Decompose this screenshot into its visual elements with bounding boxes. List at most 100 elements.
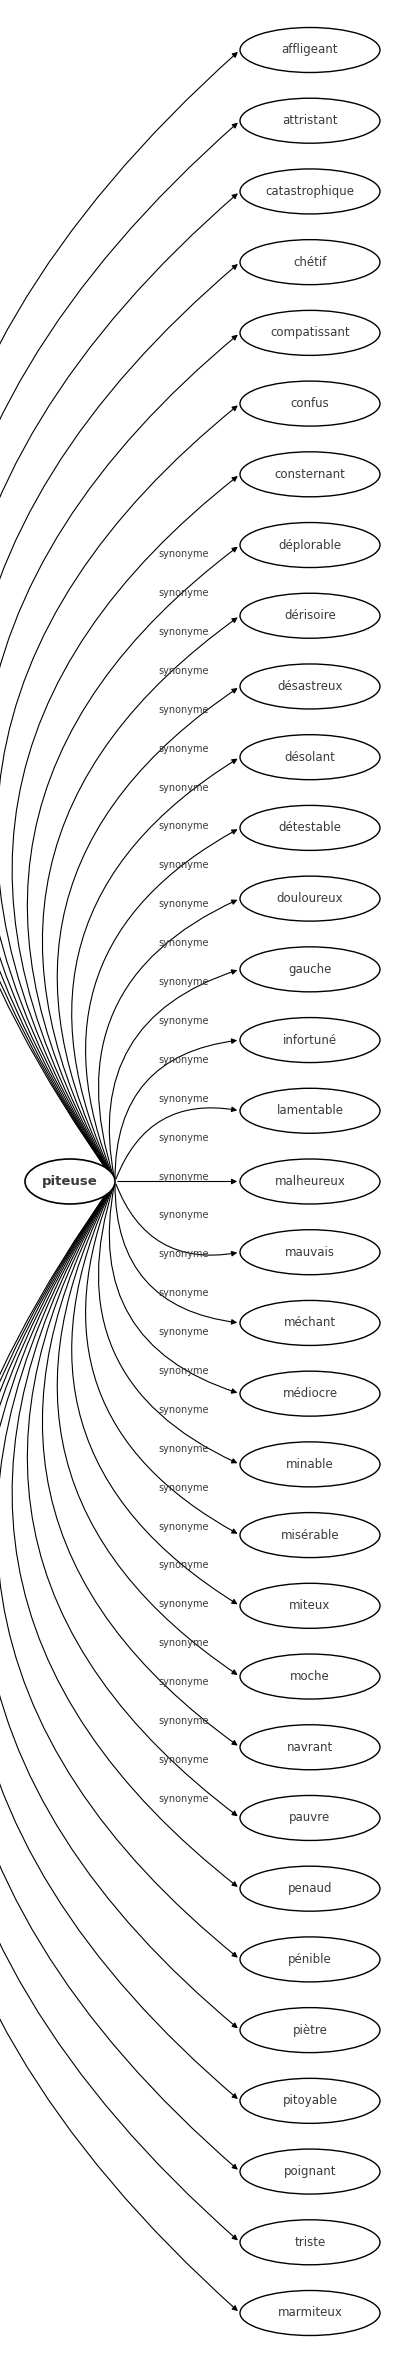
Ellipse shape <box>240 28 380 73</box>
Text: synonyme: synonyme <box>158 1560 209 1571</box>
Text: catastrophique: catastrophique <box>266 184 354 198</box>
FancyArrowPatch shape <box>85 1184 236 1534</box>
Ellipse shape <box>240 1089 380 1134</box>
Text: synonyme: synonyme <box>158 548 209 560</box>
FancyArrowPatch shape <box>0 52 237 1179</box>
FancyArrowPatch shape <box>98 900 236 1179</box>
Text: synonyme: synonyme <box>158 1600 209 1609</box>
Ellipse shape <box>240 1725 380 1770</box>
Ellipse shape <box>25 1158 115 1205</box>
Ellipse shape <box>240 664 380 709</box>
Text: synonyme: synonyme <box>158 900 209 910</box>
Ellipse shape <box>240 1300 380 1345</box>
Text: détestable: détestable <box>279 822 342 834</box>
FancyArrowPatch shape <box>109 969 236 1179</box>
Ellipse shape <box>240 451 380 496</box>
FancyArrowPatch shape <box>0 123 237 1179</box>
Ellipse shape <box>240 1158 380 1205</box>
FancyArrowPatch shape <box>116 1184 236 1255</box>
FancyArrowPatch shape <box>0 1184 237 2169</box>
FancyArrowPatch shape <box>0 265 237 1179</box>
Ellipse shape <box>240 2290 380 2335</box>
Text: synonyme: synonyme <box>158 1172 209 1182</box>
Ellipse shape <box>240 2219 380 2264</box>
Text: désastreux: désastreux <box>277 681 343 692</box>
FancyArrowPatch shape <box>115 1040 236 1179</box>
Text: synonyme: synonyme <box>158 938 209 948</box>
FancyArrowPatch shape <box>116 1108 236 1179</box>
Ellipse shape <box>240 1371 380 1415</box>
FancyArrowPatch shape <box>0 1184 237 2098</box>
Text: synonyme: synonyme <box>158 1406 209 1415</box>
FancyArrowPatch shape <box>57 688 237 1179</box>
Text: méchant: méchant <box>284 1316 336 1330</box>
Ellipse shape <box>240 2079 380 2124</box>
Ellipse shape <box>240 593 380 638</box>
Text: synonyme: synonyme <box>158 1016 209 1026</box>
Text: synonyme: synonyme <box>158 1366 209 1375</box>
Text: triste: triste <box>294 2235 326 2250</box>
Text: synonyme: synonyme <box>158 1794 209 1803</box>
Text: affligeant: affligeant <box>282 43 338 57</box>
Text: synonyme: synonyme <box>158 1756 209 1765</box>
Text: confus: confus <box>291 397 329 411</box>
FancyArrowPatch shape <box>0 1184 237 2311</box>
Text: synonyme: synonyme <box>158 860 209 870</box>
Text: pitoyable: pitoyable <box>282 2094 338 2108</box>
Text: pénible: pénible <box>288 1952 332 1966</box>
Text: douloureux: douloureux <box>277 893 343 905</box>
Ellipse shape <box>240 239 380 284</box>
Text: synonyme: synonyme <box>158 1210 209 1219</box>
Text: synonyme: synonyme <box>158 1678 209 1687</box>
Text: synonyme: synonyme <box>158 1288 209 1297</box>
FancyArrowPatch shape <box>72 759 236 1179</box>
FancyArrowPatch shape <box>115 1184 236 1323</box>
FancyArrowPatch shape <box>118 1179 236 1184</box>
Text: attristant: attristant <box>282 113 338 128</box>
Text: dérisoire: dérisoire <box>284 610 336 621</box>
FancyArrowPatch shape <box>28 1184 237 1815</box>
FancyArrowPatch shape <box>0 336 237 1179</box>
Ellipse shape <box>240 310 380 354</box>
Text: malheureux: malheureux <box>274 1174 345 1189</box>
Text: synonyme: synonyme <box>158 704 209 714</box>
Text: synonyme: synonyme <box>158 1638 209 1649</box>
Ellipse shape <box>240 877 380 922</box>
FancyArrowPatch shape <box>28 548 237 1179</box>
Ellipse shape <box>240 2148 380 2195</box>
Ellipse shape <box>240 1938 380 1983</box>
Ellipse shape <box>240 2009 380 2053</box>
FancyArrowPatch shape <box>0 194 237 1179</box>
Text: désolant: désolant <box>284 751 335 763</box>
Ellipse shape <box>240 1018 380 1063</box>
Ellipse shape <box>240 1441 380 1486</box>
Text: gauche: gauche <box>288 962 332 976</box>
Ellipse shape <box>240 168 380 215</box>
Ellipse shape <box>240 522 380 567</box>
FancyArrowPatch shape <box>98 1184 236 1463</box>
Text: penaud: penaud <box>288 1883 332 1895</box>
FancyArrowPatch shape <box>0 406 237 1179</box>
FancyArrowPatch shape <box>43 619 237 1179</box>
Text: synonyme: synonyme <box>158 1328 209 1337</box>
Text: synonyme: synonyme <box>158 666 209 676</box>
Text: synonyme: synonyme <box>158 588 209 598</box>
Text: consternant: consternant <box>274 468 345 480</box>
Text: chétif: chétif <box>293 255 327 269</box>
Text: synonyme: synonyme <box>158 626 209 638</box>
Ellipse shape <box>240 1654 380 1699</box>
FancyArrowPatch shape <box>12 477 237 1179</box>
Text: synonyme: synonyme <box>158 744 209 754</box>
FancyArrowPatch shape <box>109 1184 236 1394</box>
FancyArrowPatch shape <box>0 1184 237 2240</box>
Text: minable: minable <box>286 1458 334 1470</box>
Text: synonyme: synonyme <box>158 1522 209 1531</box>
Text: synonyme: synonyme <box>158 1716 209 1725</box>
Ellipse shape <box>240 99 380 144</box>
Ellipse shape <box>240 735 380 780</box>
FancyArrowPatch shape <box>57 1184 237 1675</box>
Text: synonyme: synonyme <box>158 1250 209 1259</box>
Ellipse shape <box>240 948 380 992</box>
Text: synonyme: synonyme <box>158 1054 209 1066</box>
FancyArrowPatch shape <box>0 1184 237 1957</box>
